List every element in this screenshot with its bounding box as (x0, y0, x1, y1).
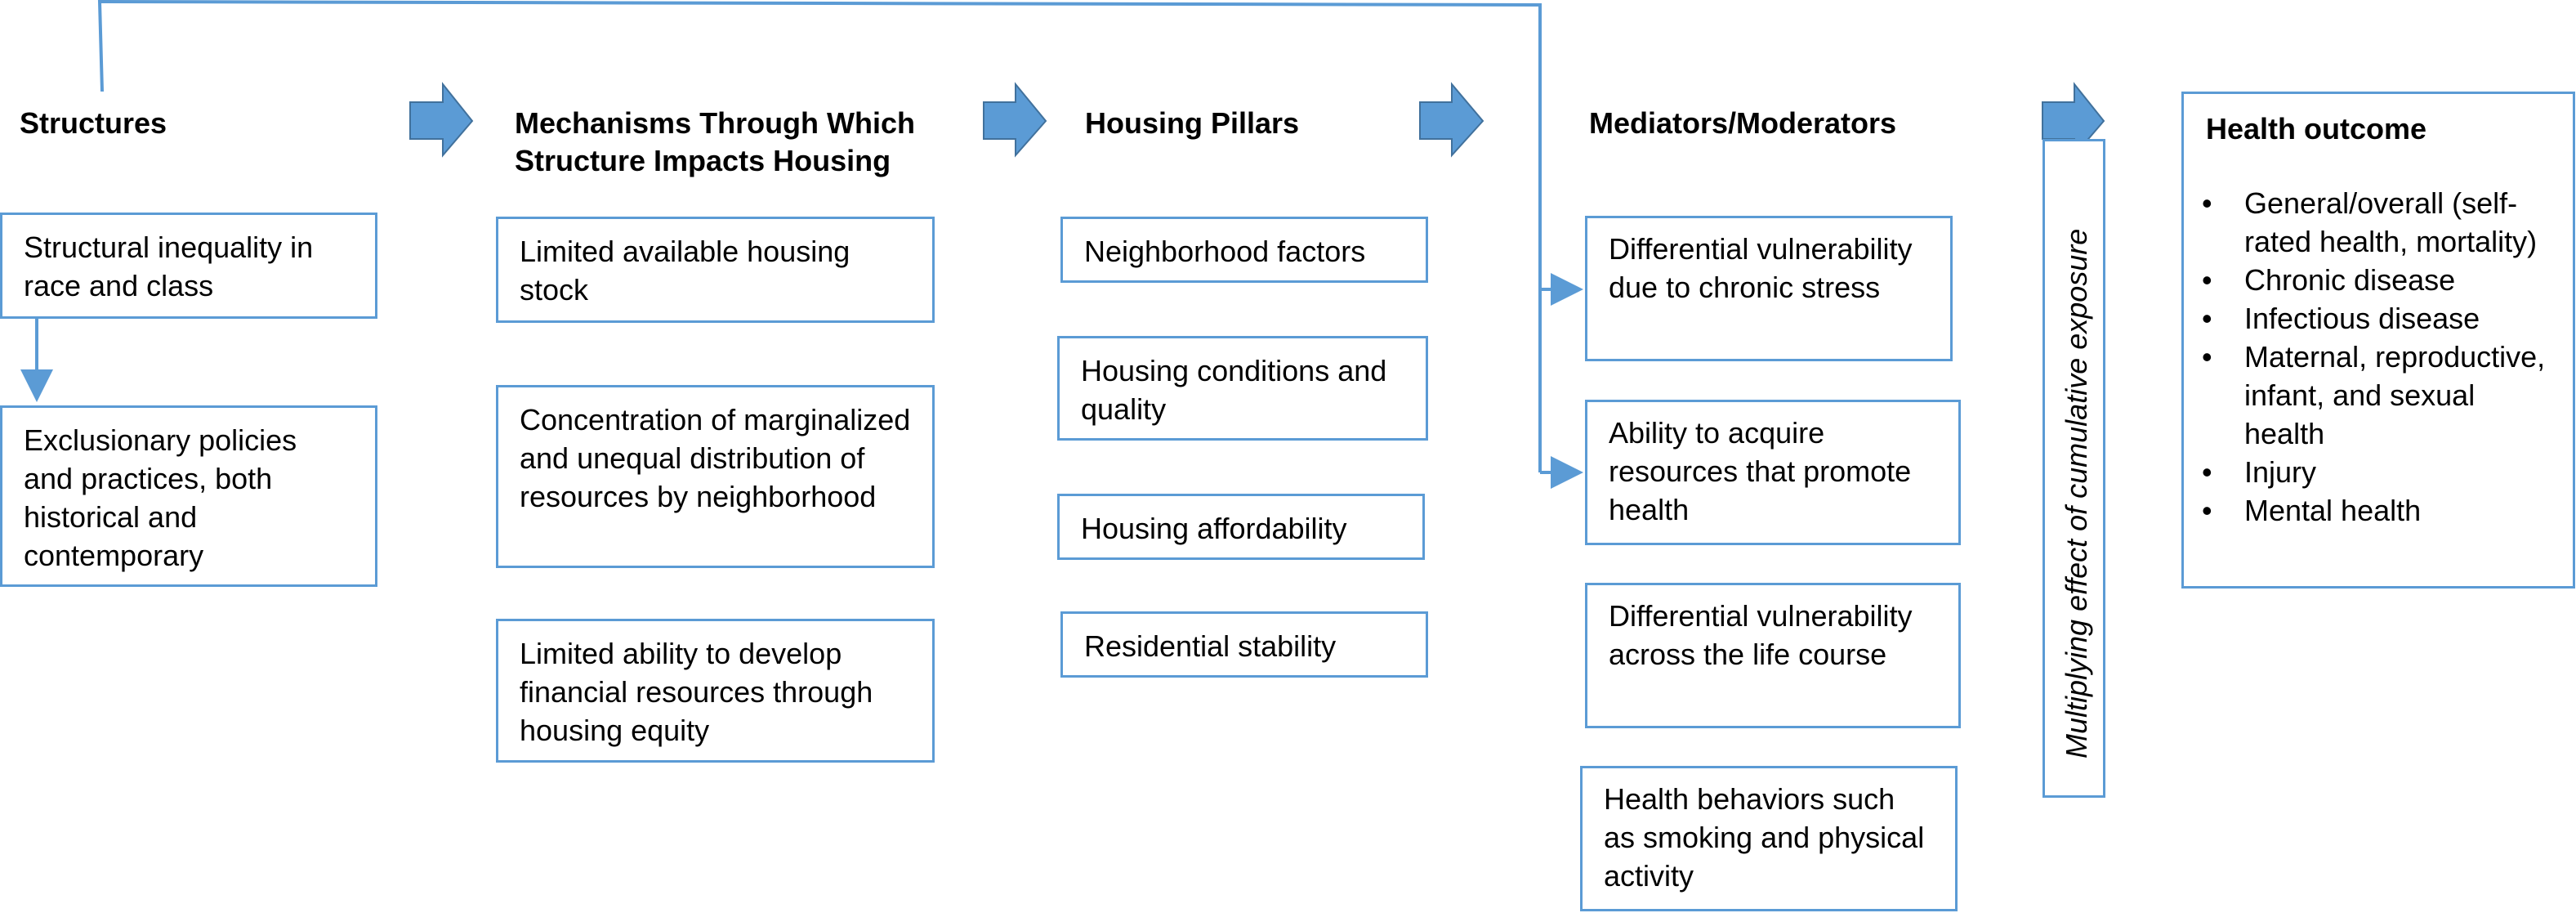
mediators-box-acquire-resources: Ability to acquire resources that promot… (1585, 400, 1961, 545)
block-arrow-pillars-to-mediators (1419, 82, 1484, 158)
mechanisms-box-financial: Limited ability to develop financial res… (496, 619, 935, 763)
pillars-box-affordability: Housing affordability (1057, 494, 1425, 560)
mechanisms-header-line2: Structure Impacts Housing (515, 144, 891, 177)
mediators-item-text: Ability to acquire resources that promot… (1609, 416, 1912, 526)
mechanisms-item-text: Concentration of marginalized and unequa… (520, 403, 911, 513)
outcome-item-infectious: Infectious disease (2202, 299, 2561, 338)
outcome-item-general: General/overall (self-rated health, mort… (2202, 184, 2561, 261)
mediators-box-chronic-stress: Differential vulnerability due to chroni… (1585, 216, 1953, 361)
pillars-box-conditions: Housing conditions and quality (1057, 336, 1428, 441)
mechanisms-item-text: Limited ability to develop financial res… (520, 637, 873, 747)
pillars-item-text: Housing affordability (1081, 512, 1347, 545)
outcome-item-chronic: Chronic disease (2202, 261, 2561, 299)
block-arrow-structures-to-mechanisms (409, 82, 474, 158)
mechanisms-header-line1: Mechanisms Through Which (515, 106, 916, 140)
structures-item-text: Structural inequality in race and class (24, 230, 314, 302)
pillars-box-neighborhood: Neighborhood factors (1060, 217, 1428, 283)
mechanisms-box-concentration: Concentration of marginalized and unequa… (496, 385, 935, 568)
mediators-box-health-behaviors: Health behaviors such as smoking and phy… (1580, 766, 1958, 911)
pillars-item-text: Housing conditions and quality (1081, 354, 1387, 426)
pillars-header: Housing Pillars (1085, 106, 1300, 140)
mediators-item-text: Health behaviors such as smoking and phy… (1604, 782, 1925, 893)
outcome-box: Health outcome General/overall (self-rat… (2181, 92, 2575, 589)
outcome-item-injury: Injury (2202, 453, 2561, 491)
mediators-box-life-course: Differential vulnerability across the li… (1585, 583, 1961, 728)
structures-header: Structures (20, 106, 167, 140)
structures-box-inequality: Structural inequality in race and class (0, 213, 377, 319)
feedback-connector (97, 0, 1542, 472)
pillars-item-text: Neighborhood factors (1084, 235, 1366, 268)
mediators-item-text: Differential vulnerability across the li… (1609, 599, 1913, 671)
mechanisms-item-text: Limited available housing stock (520, 235, 850, 307)
pillars-box-stability: Residential stability (1060, 611, 1428, 678)
outcome-list: General/overall (self-rated health, mort… (2202, 184, 2561, 530)
outcome-item-mental: Mental health (2202, 491, 2561, 530)
pillars-item-text: Residential stability (1084, 629, 1337, 663)
mechanisms-box-housing-stock: Limited available housing stock (496, 217, 935, 323)
multiplier-label: Multiplying effect of cumulative exposur… (2060, 228, 2093, 759)
structures-item-text: Exclusionary policies and practices, bot… (24, 423, 297, 572)
multiplier-box: Multiplying effect of cumulative exposur… (2042, 139, 2105, 798)
mediators-item-text: Differential vulnerability due to chroni… (1609, 232, 1913, 304)
mediators-header: Mediators/Moderators (1589, 106, 1897, 140)
mechanisms-header: Mechanisms Through Which Structure Impac… (515, 105, 915, 180)
outcome-item-maternal: Maternal, reproductive, infant, and sexu… (2202, 338, 2561, 453)
block-arrow-mechanisms-to-pillars (983, 82, 1047, 158)
structures-box-policies: Exclusionary policies and practices, bot… (0, 405, 377, 587)
outcome-header: Health outcome (2206, 112, 2427, 145)
